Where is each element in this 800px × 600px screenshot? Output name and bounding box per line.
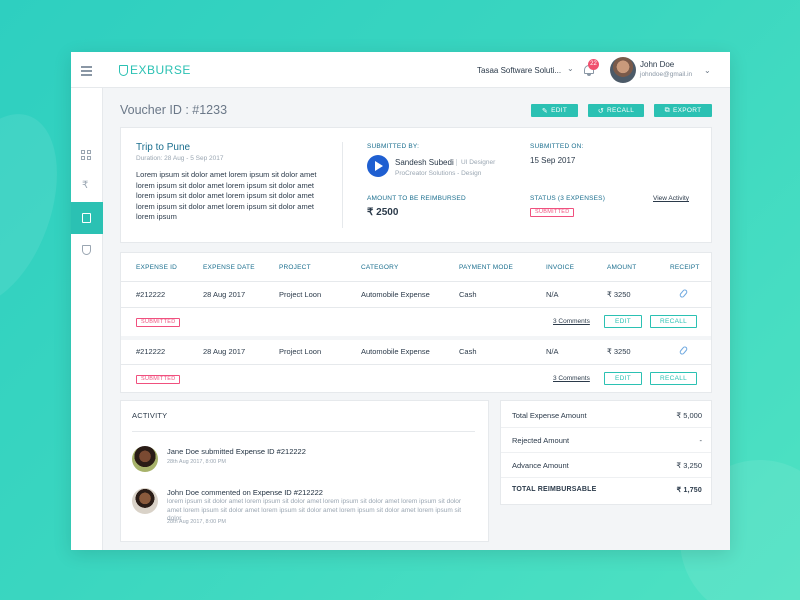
expense-amount: ₹ 3250 (607, 290, 631, 299)
company-logo-icon (367, 155, 389, 177)
expense-project: Project Loon (279, 347, 322, 356)
status-badge: SUBMITTED (136, 318, 181, 327)
sidebar: ₹ (71, 88, 103, 550)
column-header: PROJECT (279, 264, 311, 271)
activity-time: 28th Aug 2017, 8:00 PM (167, 459, 227, 465)
column-header: RECEIPT (670, 264, 700, 271)
summary-row-rejected: Rejected Amount - (512, 436, 702, 445)
trip-duration: Duration: 28 Aug - 5 Sep 2017 (136, 155, 224, 162)
company-selector[interactable]: Tasaa Software Soluti... (477, 66, 562, 75)
app-logo[interactable]: EXBURSE (119, 63, 191, 77)
expense-date: 28 Aug 2017 (203, 347, 246, 356)
expense-payment-mode: Cash (459, 290, 477, 299)
menu-icon[interactable] (81, 66, 92, 78)
divider (342, 142, 343, 228)
recall-expense-button[interactable]: RECALL (650, 315, 697, 328)
column-header: EXPENSE DATE (203, 264, 255, 271)
expense-category: Automobile Expense (361, 290, 430, 299)
submitter-role: UI Designer (456, 159, 495, 166)
edit-voucher-button[interactable]: ✎ EDIT (531, 104, 578, 117)
export-voucher-button[interactable]: ⧉ EXPORT (654, 104, 712, 117)
pencil-icon: ✎ (541, 107, 549, 115)
divider (121, 307, 711, 308)
submitted-on-label: SUBMITTED ON: (530, 143, 584, 150)
activity-item: John Doe commented on Expense ID #212222 (167, 488, 323, 497)
undo-icon: ↺ (597, 107, 605, 115)
submitted-on-date: 15 Sep 2017 (530, 156, 576, 165)
logo-shield-icon (119, 64, 128, 76)
trip-description: Lorem ipsum sit dolor amet lorem ipsum s… (136, 170, 317, 221)
expenses-table: EXPENSE ID EXPENSE DATE PROJECT CATEGORY… (120, 252, 712, 393)
top-bar: EXBURSE Tasaa Software Soluti... ⌄ 22 Jo… (71, 52, 730, 88)
export-icon: ⧉ (664, 106, 670, 114)
amount-value: ₹ 2500 (367, 207, 399, 218)
submitted-by-label: SUBMITTED BY: (367, 143, 420, 150)
expense-category: Automobile Expense (361, 347, 430, 356)
document-icon (82, 213, 91, 223)
chevron-down-icon[interactable]: ⌄ (567, 64, 574, 73)
sidebar-item-vouchers[interactable] (71, 202, 103, 234)
trip-title: Trip to Pune (136, 142, 191, 153)
divider (501, 427, 711, 428)
activity-item: Jane Doe submitted Expense ID #212222 (167, 447, 306, 456)
expense-invoice: N/A (546, 290, 559, 299)
divider (501, 477, 711, 478)
comments-link[interactable]: 3 Comments (553, 375, 590, 382)
user-avatar[interactable] (610, 57, 636, 83)
rupee-icon[interactable]: ₹ (82, 180, 89, 191)
expense-id: #212222 (136, 290, 166, 299)
column-header: PAYMENT MODE (459, 264, 514, 271)
activity-time: 28th Aug 2017, 8:00 PM (167, 519, 227, 525)
status-badge: SUBMITTED (530, 208, 575, 217)
divider (121, 281, 711, 282)
notification-badge: 22 (588, 59, 599, 70)
submitter-org: ProCreator Solutions - Design (395, 170, 482, 177)
app-logo-text: EXBURSE (130, 63, 191, 77)
recall-voucher-button[interactable]: ↺ RECALL (588, 104, 644, 117)
row-gap (121, 336, 711, 340)
comments-link[interactable]: 3 Comments (553, 318, 590, 325)
paperclip-icon[interactable] (678, 288, 689, 299)
avatar (132, 488, 158, 514)
column-header: INVOICE (546, 264, 575, 271)
status-badge: SUBMITTED (136, 375, 181, 384)
activity-title: ACTIVITY (132, 411, 168, 420)
divider (132, 431, 475, 432)
amount-label: AMOUNT TO BE REIMBURSED (367, 195, 466, 202)
user-email: johndoe@gmail.in (640, 71, 693, 78)
divider (121, 364, 711, 365)
status-label: STATUS (3 EXPENSES) (530, 195, 606, 202)
divider (501, 452, 711, 453)
activity-card: ACTIVITY Jane Doe submitted Expense ID #… (120, 400, 489, 542)
dashboard-grid-icon[interactable] (81, 150, 92, 161)
paperclip-icon[interactable] (678, 345, 689, 356)
page-title: Voucher ID : #1233 (120, 103, 228, 117)
recall-expense-button[interactable]: RECALL (650, 372, 697, 385)
edit-expense-button[interactable]: EDIT (604, 315, 642, 328)
summary-row-total: Total Expense Amount ₹ 5,000 (512, 411, 702, 420)
column-header: AMOUNT (607, 264, 637, 271)
shield-icon[interactable] (82, 245, 91, 255)
expense-amount: ₹ 3250 (607, 347, 631, 356)
expense-payment-mode: Cash (459, 347, 477, 356)
expense-date: 28 Aug 2017 (203, 290, 246, 299)
app-window: EXBURSE Tasaa Software Soluti... ⌄ 22 Jo… (71, 52, 730, 550)
expense-invoice: N/A (546, 347, 559, 356)
summary-row-advance: Advance Amount ₹ 3,250 (512, 461, 702, 470)
submitter-name: Sandesh Subedi (395, 158, 454, 167)
avatar (132, 446, 158, 472)
column-header: CATEGORY (361, 264, 399, 271)
view-activity-link[interactable]: View Activity (653, 195, 690, 202)
expense-id: #212222 (136, 347, 166, 356)
background-blob (0, 97, 81, 323)
expense-project: Project Loon (279, 290, 322, 299)
edit-expense-button[interactable]: EDIT (604, 372, 642, 385)
summary-row-reimbursable: TOTAL REIMBURSABLE ₹ 1,750 (512, 486, 702, 494)
trip-summary-card: Trip to Pune Duration: 28 Aug - 5 Sep 20… (120, 127, 712, 243)
user-name: John Doe (640, 60, 675, 69)
activity-comment: lorem ipsum sit dolor amet lorem ipsum s… (167, 498, 462, 522)
amount-summary-card: Total Expense Amount ₹ 5,000 Rejected Amo… (500, 400, 712, 505)
user-menu-chevron-icon[interactable]: ⌄ (704, 66, 711, 75)
column-header: EXPENSE ID (136, 264, 178, 271)
